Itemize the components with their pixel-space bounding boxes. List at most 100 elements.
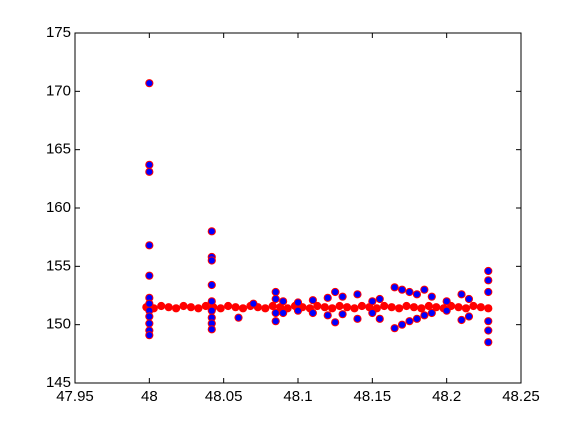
point — [390, 324, 399, 333]
point — [328, 304, 337, 313]
point — [157, 301, 166, 311]
point — [234, 313, 243, 322]
point — [268, 301, 277, 311]
point — [145, 160, 154, 169]
point — [397, 320, 407, 329]
point — [207, 280, 216, 290]
point — [412, 314, 422, 323]
y-tick-label: 165 — [46, 141, 71, 158]
point — [207, 227, 216, 236]
point — [271, 294, 280, 304]
point — [238, 304, 248, 313]
point — [484, 287, 493, 297]
point — [279, 297, 288, 306]
point — [320, 303, 329, 312]
point — [457, 315, 466, 325]
point — [484, 317, 493, 326]
point — [308, 296, 317, 305]
point — [375, 314, 384, 323]
point — [164, 303, 173, 312]
point — [271, 287, 280, 297]
y-tick-label: 175 — [46, 24, 71, 41]
x-tick-label: 48 — [141, 388, 158, 405]
x-tick-label: 48.2 — [432, 388, 461, 405]
point — [368, 297, 377, 306]
point — [331, 287, 340, 297]
point — [145, 299, 154, 308]
point — [397, 285, 407, 294]
point — [350, 304, 359, 313]
point — [293, 298, 303, 307]
point — [145, 79, 154, 88]
x-tick-label: 48.1 — [283, 388, 312, 405]
point — [308, 308, 317, 318]
point — [186, 303, 196, 312]
point — [461, 304, 471, 313]
x-tick-label: 47.95 — [56, 388, 94, 405]
point — [216, 304, 225, 313]
point — [271, 308, 280, 318]
point — [342, 303, 352, 312]
point — [420, 285, 429, 294]
x-tick-label: 48.15 — [354, 388, 392, 405]
point — [390, 283, 399, 292]
point — [442, 306, 451, 315]
point — [207, 325, 216, 334]
point — [353, 290, 362, 299]
point — [412, 290, 422, 299]
point — [335, 301, 344, 311]
point — [353, 314, 362, 323]
point — [484, 338, 493, 347]
point — [409, 303, 419, 312]
point — [457, 290, 466, 299]
point — [368, 308, 377, 318]
point — [427, 292, 436, 301]
point — [207, 306, 216, 315]
point — [476, 303, 485, 312]
point — [380, 301, 389, 311]
point — [145, 271, 154, 280]
point — [442, 297, 451, 306]
point — [464, 312, 474, 321]
point — [417, 304, 426, 313]
point — [179, 301, 188, 311]
y-tick-label: 155 — [46, 257, 71, 274]
point — [394, 304, 404, 313]
point — [402, 301, 411, 311]
point — [405, 317, 414, 326]
point — [145, 319, 154, 328]
point — [387, 303, 396, 312]
point — [338, 292, 347, 301]
point — [427, 308, 436, 318]
x-tick-label: 48.05 — [205, 388, 243, 405]
y-tick-label: 150 — [46, 316, 71, 333]
point — [454, 303, 463, 312]
y-tick-label: 145 — [46, 374, 71, 391]
point — [145, 241, 154, 250]
point — [194, 304, 203, 313]
point — [323, 311, 332, 320]
point — [424, 301, 433, 311]
point — [484, 304, 493, 313]
point — [469, 301, 478, 311]
point — [293, 306, 303, 315]
point — [145, 167, 154, 176]
point — [145, 331, 154, 340]
plot-area — [75, 33, 521, 383]
y-tick-label: 160 — [46, 199, 71, 216]
point — [279, 308, 288, 318]
point — [375, 294, 384, 304]
point — [261, 304, 270, 313]
point — [357, 301, 367, 311]
point — [224, 301, 233, 311]
point — [405, 287, 414, 297]
point — [323, 293, 332, 302]
y-tick-label: 170 — [46, 82, 71, 99]
point — [271, 317, 280, 326]
point — [420, 311, 429, 320]
point — [171, 304, 181, 313]
point — [464, 294, 474, 304]
point — [484, 266, 493, 276]
point — [249, 299, 258, 308]
